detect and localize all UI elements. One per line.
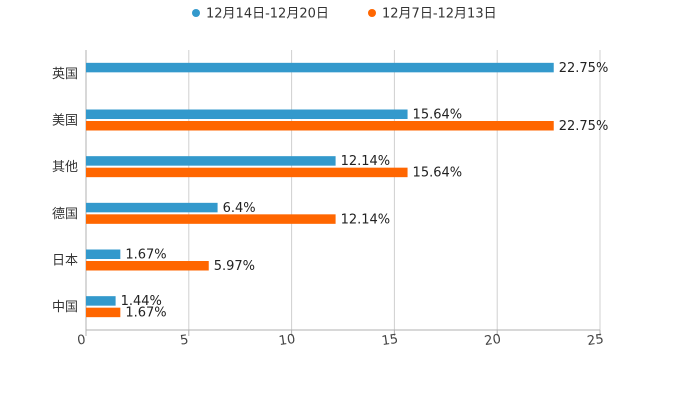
tick-label-10: 10	[278, 332, 296, 349]
bar-s0-2	[86, 156, 336, 166]
bar-s0-4	[86, 249, 121, 259]
data-label-s0-4: 1.67%	[125, 248, 166, 263]
bar-s1-4	[86, 261, 209, 271]
bar-s0-1	[86, 109, 408, 119]
data-label-s0-1: 15.64%	[413, 108, 463, 123]
tick-label-25: 25	[586, 332, 604, 349]
tick-label-20: 20	[483, 332, 501, 349]
bar-s1-2	[86, 167, 408, 178]
data-label-s1-2: 15.64%	[413, 166, 463, 181]
bar-s1-3	[86, 214, 336, 224]
category-label-3: 德国	[52, 207, 78, 222]
data-label-s1-1: 22.75%	[559, 119, 609, 134]
data-label-s0-5: 1.44%	[121, 294, 162, 309]
tick-label-15: 15	[381, 332, 399, 349]
grid	[85, 50, 601, 331]
category-label-0: 英国	[52, 67, 78, 82]
x-axis: 0 5 10 15 20 25	[76, 330, 605, 349]
data-label-s1-3: 12.14%	[341, 212, 391, 227]
legend-label-1: 12月7日-12月13日	[382, 7, 497, 22]
tick-label-5: 5	[179, 333, 189, 349]
bar-s0-3	[86, 202, 218, 213]
category-label-1: 美国	[52, 114, 78, 129]
bar-s1-5	[86, 307, 121, 318]
category-label-5: 中国	[52, 300, 78, 315]
category-label-4: 日本	[52, 254, 78, 269]
data-label-s1-5: 1.67%	[125, 306, 166, 321]
bar-s0-0	[86, 62, 554, 73]
data-label-s0-2: 12.14%	[341, 154, 391, 169]
bars: 22.75% 15.64% 22.75% 12.14% 15.64% 6.4% 12.14%…	[86, 61, 608, 321]
data-label-s0-0: 22.75%	[559, 61, 609, 76]
data-label-s1-4: 5.97%	[214, 259, 255, 274]
legend: 12月14日-12月20日 12月7日-12月13日	[192, 7, 497, 22]
legend-marker-0	[192, 9, 200, 17]
bar-s0-5	[86, 296, 116, 306]
tick-label-0: 0	[76, 333, 86, 349]
category-label-2: 其他	[52, 160, 78, 175]
data-label-s0-3: 6.4%	[223, 201, 256, 216]
bar-s1-1	[86, 121, 554, 131]
legend-marker-1	[368, 9, 376, 17]
legend-label-0: 12月14日-12月20日	[206, 7, 329, 22]
